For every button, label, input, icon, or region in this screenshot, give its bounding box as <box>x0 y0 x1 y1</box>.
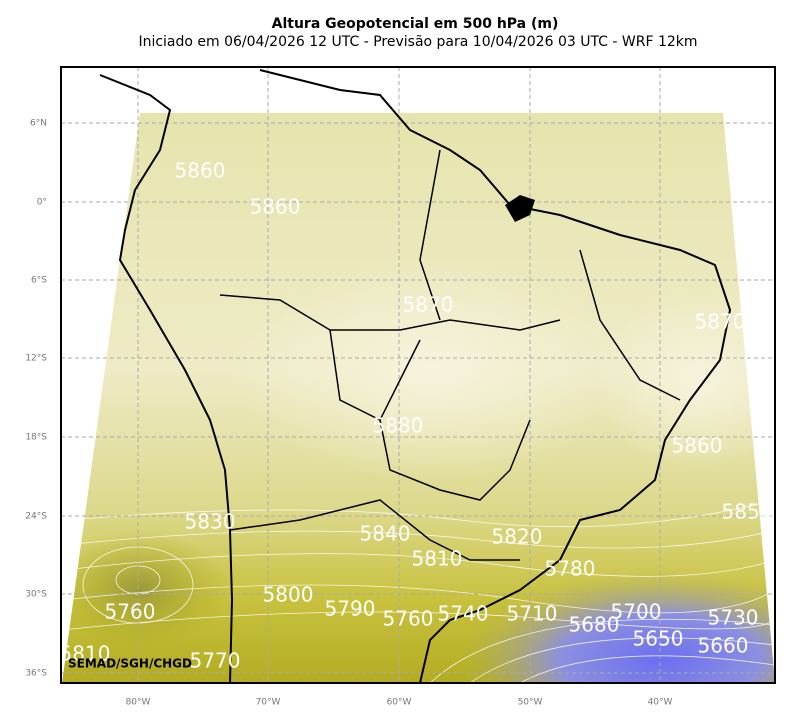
contour-label: 5860 <box>672 434 723 458</box>
lon-label: 40°W <box>648 698 673 708</box>
contour-label: 5680 <box>569 613 620 637</box>
lon-label: 80°W <box>126 698 151 708</box>
contour-label: 5840 <box>360 522 411 546</box>
contour-label: 5800 <box>263 583 314 607</box>
tick-labels: 6°N 0° 6°S 12°S 18°S 24°S 30°S 36°S 80°W 70°W 60°W… <box>25 119 672 708</box>
lon-label: 60°W <box>387 698 412 708</box>
contour-label: 5660 <box>698 634 749 658</box>
contour-label: 5760 <box>383 607 434 631</box>
contour-label: 5870 <box>403 293 454 317</box>
watermark: SEMAD/SGH/CHGD <box>68 657 192 671</box>
map-frame <box>60 66 776 684</box>
coastlines <box>99 69 732 683</box>
lat-label: 36°S <box>25 669 47 679</box>
contour-label: 5860 <box>250 195 301 219</box>
lat-label: 0° <box>37 198 47 208</box>
contour-label: 5740 <box>438 602 489 626</box>
contour-label: 5760 <box>105 600 156 624</box>
map-subtitle: Iniciado em 06/04/2026 12 UTC - Previsão… <box>138 34 697 50</box>
contour-label: 5650 <box>633 627 684 651</box>
contour-label: 5780 <box>545 557 596 581</box>
lat-label: 6°N <box>30 119 47 129</box>
contour-label: 5770 <box>190 649 241 673</box>
contour-label: 5860 <box>175 159 226 183</box>
contour-label: 5850 <box>722 500 773 524</box>
contour-labels: 5860 5860 5870 5870 5880 5860 5830 5850 5840 5820… <box>60 159 773 673</box>
contour-label: 5710 <box>507 602 558 626</box>
contour-label: 5870 <box>695 310 746 334</box>
contour-label: 5810 <box>60 642 111 666</box>
lat-label: 18°S <box>25 433 47 443</box>
contour-label: 5820 <box>492 525 543 549</box>
contour-label: 5830 <box>185 510 236 534</box>
marajo-island <box>505 195 535 222</box>
lat-label: 24°S <box>25 512 47 522</box>
contour-label: 5730 <box>708 606 759 630</box>
graticule <box>61 67 775 683</box>
contour-label: 5790 <box>325 597 376 621</box>
map-title: Altura Geopotencial em 500 hPa (m) <box>272 16 559 32</box>
lat-label: 30°S <box>25 590 47 600</box>
lon-label: 70°W <box>256 698 281 708</box>
lat-label: 12°S <box>25 354 47 364</box>
lat-label: 6°S <box>31 276 47 286</box>
contour-label: 5810 <box>412 547 463 571</box>
contour-label: 5880 <box>373 414 424 438</box>
contour-label: 5700 <box>611 600 662 624</box>
lon-label: 50°W <box>518 698 543 708</box>
map-area: 5860 5860 5870 5870 5880 5860 5830 5850 5840 5820… <box>60 67 775 683</box>
